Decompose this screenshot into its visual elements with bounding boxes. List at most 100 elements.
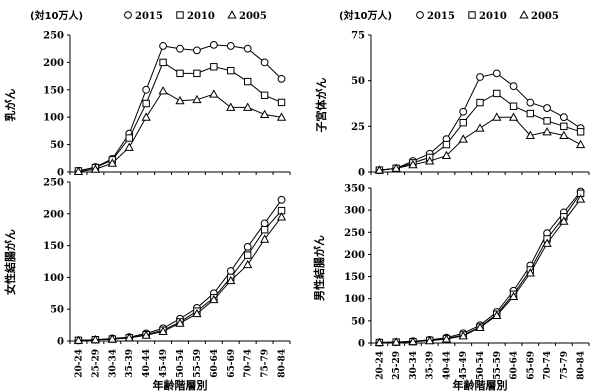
data-point — [260, 219, 269, 228]
data-point — [441, 150, 452, 160]
y-tick-label: 350 — [344, 184, 365, 195]
y-tick-label: 100 — [43, 273, 64, 284]
y-tick-label: 50 — [351, 316, 365, 327]
chart-panel-2: 0 25 50 75 子宮体がん (対10万人) 2015 2010 2005 — [314, 9, 590, 179]
data-point — [227, 66, 235, 75]
data-point — [107, 158, 117, 167]
data-point — [560, 122, 568, 131]
legend-marker-2015 — [124, 11, 132, 19]
legend-marker-2005 — [227, 10, 237, 19]
data-point — [508, 291, 519, 300]
data-point — [226, 42, 235, 50]
data-point — [209, 294, 219, 304]
unit-label: (対10万人) — [339, 9, 392, 22]
data-point — [107, 334, 117, 343]
data-point — [493, 89, 501, 98]
data-point — [492, 112, 502, 121]
series-2010 — [74, 58, 286, 175]
y-tick-label: 100 — [344, 294, 365, 305]
data-point — [559, 130, 569, 139]
data-point — [525, 268, 535, 277]
data-point — [90, 334, 101, 344]
data-point — [543, 117, 551, 125]
data-point — [158, 86, 168, 95]
x-tick-label: 35-39 — [426, 351, 436, 380]
data-point — [458, 331, 468, 340]
data-point — [542, 238, 552, 247]
legend-label: 2005 — [239, 11, 267, 22]
data-point — [492, 69, 501, 78]
x-tick-label: 75-79 — [560, 351, 570, 380]
y-tick-label: 250 — [43, 31, 64, 42]
data-point — [260, 91, 269, 99]
series-2015 — [375, 187, 585, 347]
data-point — [175, 318, 185, 327]
data-point — [442, 140, 451, 149]
legend-label: 2015 — [135, 11, 163, 22]
data-point — [210, 63, 218, 71]
legend-label: 2010 — [187, 11, 215, 22]
data-point — [276, 212, 287, 221]
data-point — [425, 335, 435, 345]
data-point — [142, 99, 150, 108]
data-point — [192, 94, 202, 104]
data-point — [408, 336, 418, 346]
x-tick-label: 30-34 — [108, 349, 118, 378]
x-tick-label: 25-29 — [392, 351, 402, 380]
data-point — [193, 69, 201, 78]
data-point — [209, 40, 218, 49]
series-2010 — [375, 89, 585, 174]
x-tick-label: 75-79 — [261, 349, 271, 378]
data-point — [575, 194, 586, 203]
data-point — [124, 332, 134, 342]
y-tick-label: 200 — [43, 209, 64, 220]
x-tick-label: 20-24 — [375, 351, 385, 380]
legend-marker-2015 — [416, 11, 424, 19]
y-tick-label: 200 — [43, 58, 64, 69]
data-point — [374, 337, 385, 347]
chart-panel-4: 0 50 100 150 200 250 300 350 20-24 25-29 30-34 35-3… — [312, 184, 590, 392]
y-tick-label: 200 — [344, 250, 365, 261]
legend-label: 2015 — [427, 11, 455, 22]
data-point — [142, 85, 151, 94]
data-point — [476, 73, 484, 81]
data-point — [492, 310, 502, 320]
x-tick-label: 20-24 — [74, 349, 84, 378]
y-tick-label: 0 — [57, 168, 64, 179]
y-tick-label: 0 — [358, 339, 365, 350]
data-point — [526, 109, 535, 118]
data-point — [576, 128, 585, 136]
y-tick-label: 150 — [344, 272, 365, 283]
series-2015 — [74, 40, 286, 175]
data-point — [374, 165, 385, 174]
x-tick-label: 80-84 — [278, 349, 288, 378]
y-tick-label: 150 — [43, 85, 64, 96]
data-point — [243, 242, 252, 251]
y-axis-title: 男性結腸がん — [312, 235, 326, 301]
series-2015 — [375, 69, 585, 175]
data-point — [391, 163, 401, 172]
data-point — [408, 159, 418, 169]
data-point — [141, 112, 151, 121]
series-2005 — [73, 86, 287, 175]
legend-marker-2005 — [519, 10, 529, 19]
data-point — [260, 58, 269, 67]
x-axis-title: 年齢階層別 — [453, 378, 508, 392]
y-tick-label: 0 — [358, 168, 365, 179]
legend-label: 2010 — [479, 11, 507, 22]
data-point — [459, 118, 467, 127]
data-point — [226, 275, 236, 285]
data-point — [259, 109, 270, 118]
legend-marker-2010 — [176, 11, 184, 19]
x-tick-label: 60-64 — [210, 349, 220, 378]
data-point — [525, 130, 535, 139]
data-point — [125, 134, 133, 142]
data-point — [159, 58, 167, 67]
data-point — [277, 195, 286, 204]
y-tick-label: 250 — [43, 178, 64, 189]
data-point — [226, 267, 235, 275]
data-point — [475, 322, 485, 331]
data-point — [159, 42, 167, 50]
x-tick-label: 45-49 — [459, 351, 469, 380]
data-point — [509, 82, 518, 91]
